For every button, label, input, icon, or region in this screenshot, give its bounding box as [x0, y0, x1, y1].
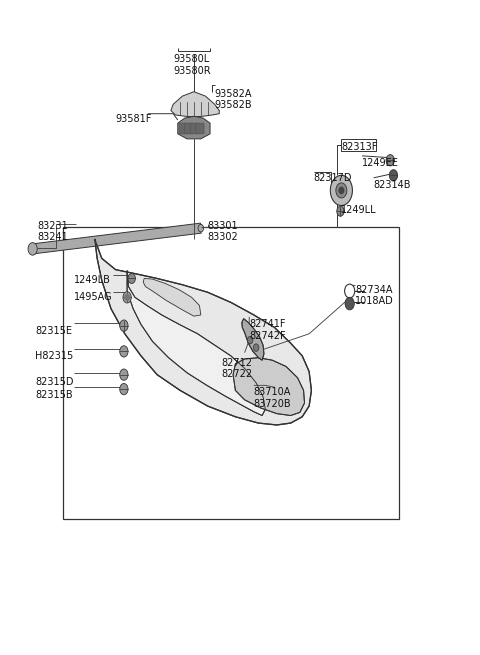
Circle shape	[125, 294, 130, 301]
Text: H82315: H82315	[35, 351, 73, 362]
Circle shape	[386, 155, 395, 166]
Polygon shape	[95, 240, 312, 425]
Polygon shape	[171, 92, 219, 117]
Text: 82315B: 82315B	[35, 390, 72, 400]
Text: 83231
83241: 83231 83241	[37, 221, 68, 242]
Circle shape	[337, 206, 344, 216]
Circle shape	[120, 383, 128, 395]
Circle shape	[389, 170, 397, 181]
Polygon shape	[233, 358, 304, 415]
Text: 93582A
93582B: 93582A 93582B	[215, 88, 252, 110]
Circle shape	[28, 242, 37, 255]
Circle shape	[253, 344, 259, 351]
Text: 1249LB: 1249LB	[74, 275, 111, 286]
Circle shape	[247, 336, 253, 344]
Polygon shape	[32, 223, 201, 254]
Text: 82313F: 82313F	[341, 142, 378, 152]
Text: 1495AG: 1495AG	[74, 291, 113, 302]
Bar	[341, 139, 376, 151]
Text: 93580L
93580R: 93580L 93580R	[173, 54, 211, 75]
Circle shape	[120, 369, 128, 381]
FancyBboxPatch shape	[190, 123, 199, 134]
Text: 82317D: 82317D	[314, 174, 352, 183]
Text: 1249LL: 1249LL	[341, 205, 377, 215]
Circle shape	[120, 346, 128, 357]
Text: 93581F: 93581F	[116, 114, 152, 124]
Text: 82734A
1018AD: 82734A 1018AD	[355, 285, 394, 307]
Text: 82712
82722: 82712 82722	[222, 358, 252, 379]
Circle shape	[336, 183, 347, 198]
Circle shape	[128, 273, 135, 284]
Circle shape	[345, 284, 355, 298]
Text: 82315E: 82315E	[35, 326, 72, 335]
Text: 82741F
82742F: 82741F 82742F	[249, 320, 286, 341]
Bar	[62, 227, 399, 519]
Circle shape	[345, 297, 354, 310]
Text: 82314B: 82314B	[373, 179, 411, 190]
FancyBboxPatch shape	[185, 123, 193, 134]
Polygon shape	[242, 319, 264, 360]
Polygon shape	[178, 116, 210, 139]
Circle shape	[120, 320, 128, 331]
FancyBboxPatch shape	[196, 123, 204, 134]
Text: 82315D: 82315D	[35, 377, 73, 386]
FancyBboxPatch shape	[179, 123, 188, 134]
Text: 83710A
83720B: 83710A 83720B	[254, 387, 291, 409]
Circle shape	[123, 291, 131, 303]
Circle shape	[330, 176, 352, 206]
Text: 83301
83302: 83301 83302	[208, 221, 239, 242]
Circle shape	[198, 225, 204, 232]
Circle shape	[339, 187, 344, 194]
Text: 1249EE: 1249EE	[362, 158, 399, 168]
Polygon shape	[143, 278, 201, 316]
Polygon shape	[127, 271, 265, 415]
